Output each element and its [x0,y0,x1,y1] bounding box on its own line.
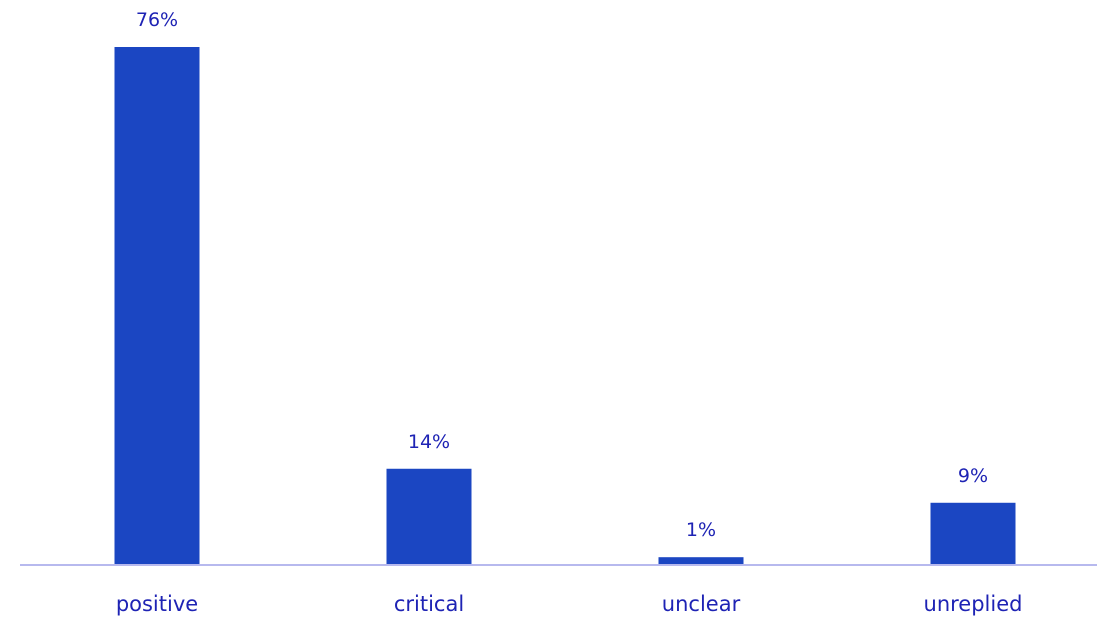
category-label-positive: positive [116,592,198,616]
bar-critical [386,468,472,564]
category-labels-group: positive critical unclear unreplied [116,592,1023,616]
category-label-unreplied: unreplied [924,592,1023,616]
bars-group [114,47,1016,564]
value-label-unclear: 1% [686,519,716,541]
bar-positive [114,47,200,564]
value-labels-group: 76% 14% 1% 9% [136,9,988,541]
value-label-critical: 14% [408,431,450,453]
bar-unclear [658,557,744,564]
category-label-unclear: unclear [662,592,741,616]
value-label-unreplied: 9% [958,465,988,487]
bar-unreplied [930,502,1016,564]
value-label-positive: 76% [136,9,178,31]
category-label-critical: critical [394,592,464,616]
